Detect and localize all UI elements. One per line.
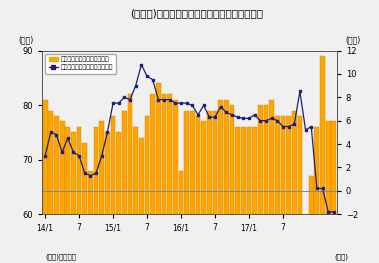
Bar xyxy=(247,127,251,263)
Bar xyxy=(105,132,110,263)
Bar xyxy=(292,110,297,263)
Bar xyxy=(122,110,127,263)
Text: (兆円): (兆円) xyxy=(19,35,34,44)
Bar xyxy=(139,138,144,263)
Bar xyxy=(71,132,76,263)
Bar xyxy=(207,110,212,263)
Bar xyxy=(65,127,70,263)
Text: (図表８)マネタリーベース残高と前月比の推移: (図表８)マネタリーベース残高と前月比の推移 xyxy=(131,8,263,18)
Bar xyxy=(332,122,336,263)
Bar xyxy=(133,127,138,263)
Text: (資料)日本銀行: (資料)日本銀行 xyxy=(45,254,77,260)
Bar xyxy=(241,127,246,263)
Bar xyxy=(173,100,178,263)
Bar xyxy=(99,122,104,263)
Bar xyxy=(224,100,229,263)
Bar xyxy=(111,116,116,263)
Bar xyxy=(263,105,268,263)
Bar xyxy=(77,127,81,263)
Bar xyxy=(190,110,195,263)
Bar xyxy=(235,127,240,263)
Bar xyxy=(49,110,53,263)
Bar xyxy=(179,170,183,263)
Bar xyxy=(128,94,132,263)
Bar xyxy=(275,116,280,263)
Bar xyxy=(252,127,257,263)
Bar xyxy=(201,122,206,263)
Bar xyxy=(150,94,155,263)
Bar xyxy=(298,116,302,263)
Bar xyxy=(286,116,291,263)
Legend: 季節調整済み前月差（右軸）, マネタリーベース残高の前年差: 季節調整済み前月差（右軸）, マネタリーベース残高の前年差 xyxy=(45,54,116,74)
Text: (年月): (年月) xyxy=(335,254,349,260)
Bar xyxy=(258,105,263,263)
Bar xyxy=(94,127,99,263)
Bar xyxy=(218,100,223,263)
Bar xyxy=(116,132,121,263)
Bar xyxy=(213,110,218,263)
Bar xyxy=(309,176,314,263)
Bar xyxy=(60,122,64,263)
Bar xyxy=(315,127,319,263)
Bar xyxy=(320,56,325,263)
Bar xyxy=(167,94,172,263)
Text: (兆円): (兆円) xyxy=(345,35,360,44)
Bar xyxy=(88,170,93,263)
Bar xyxy=(269,100,274,263)
Bar xyxy=(54,116,59,263)
Bar xyxy=(280,116,285,263)
Bar xyxy=(326,122,330,263)
Bar xyxy=(43,100,47,263)
Bar xyxy=(82,143,87,263)
Bar xyxy=(196,116,200,263)
Bar xyxy=(161,94,166,263)
Bar xyxy=(184,110,189,263)
Bar xyxy=(145,116,149,263)
Bar xyxy=(156,83,161,263)
Bar xyxy=(230,105,234,263)
